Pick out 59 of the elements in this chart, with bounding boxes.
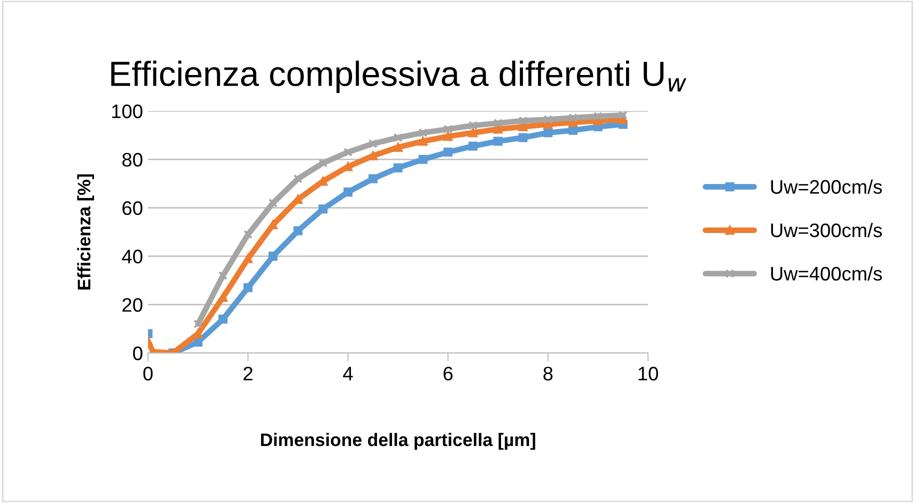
y-tick-label: 0 — [133, 346, 142, 360]
y-tick-label: 40 — [122, 250, 142, 264]
y-axis-title: Efficienza [%] — [77, 174, 94, 290]
x-tick-label: 2 — [244, 366, 252, 380]
point — [243, 283, 253, 292]
point — [543, 114, 553, 124]
point — [568, 113, 578, 122]
point — [343, 148, 353, 157]
point — [293, 226, 303, 236]
point — [318, 204, 328, 214]
legend-label: Uw=400cm/s — [771, 266, 882, 281]
point — [468, 121, 478, 130]
point — [568, 126, 578, 135]
point — [268, 198, 278, 208]
point — [193, 319, 203, 328]
point — [393, 142, 403, 152]
point — [418, 154, 428, 164]
point — [368, 139, 378, 148]
point — [443, 132, 453, 141]
point — [518, 122, 528, 132]
point — [243, 230, 253, 239]
point — [618, 111, 628, 120]
y-tick-label: 100 — [112, 104, 142, 118]
point — [218, 314, 228, 324]
chart-title: Efficienza complessiva a differenti U$_{w}$ — [111, 60, 686, 94]
point — [343, 188, 353, 197]
x-axis-title: Dimensione della particella [µm] — [261, 432, 536, 450]
legend-label: Uw=300cm/s — [771, 222, 882, 238]
x-tick-label: 4 — [343, 366, 353, 380]
point — [393, 163, 403, 172]
point — [193, 338, 203, 347]
x-tick-label: 6 — [444, 366, 453, 380]
point — [418, 136, 428, 146]
point — [493, 136, 503, 146]
point — [443, 148, 453, 157]
x-tick-label: 8 — [543, 366, 553, 380]
point — [368, 151, 378, 160]
x-tick-label: 0 — [143, 366, 153, 380]
x-tick-label: 10 — [638, 366, 658, 380]
point — [393, 133, 403, 142]
point — [468, 128, 478, 138]
point — [418, 128, 428, 138]
point — [593, 112, 603, 121]
point — [443, 124, 453, 134]
point — [268, 252, 278, 261]
y-tick-label: 80 — [122, 152, 142, 167]
y-tick-label: 60 — [122, 201, 142, 216]
point — [468, 142, 478, 151]
point — [318, 158, 328, 168]
point — [293, 174, 303, 184]
point — [543, 128, 553, 138]
y-tick-label: 20 — [122, 298, 142, 312]
point — [518, 116, 528, 126]
point — [368, 174, 378, 184]
point — [493, 118, 503, 128]
legend-label: Uw=200cm/s — [771, 180, 882, 194]
point — [218, 271, 228, 280]
point — [493, 124, 503, 134]
point — [518, 133, 528, 142]
